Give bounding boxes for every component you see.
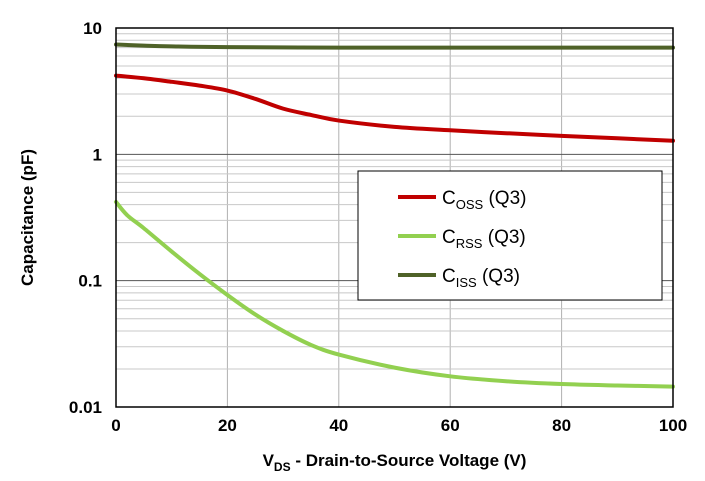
x-tick-label: 0 [111,416,120,435]
plot-frame [115,27,674,408]
x-axis-title-main: V [263,451,275,470]
legend-label-sub: RSS [456,236,483,251]
legend-label-sub: OSS [456,197,484,212]
x-tick-label: 40 [329,416,348,435]
x-axis-title-rest: - Drain-to-Source Voltage (V) [291,451,527,470]
series-line-rss [114,199,675,389]
legend-label-rest: (Q3) [483,188,526,209]
y-tick-label: 0.01 [69,398,102,417]
x-axis-title-sub: DS [274,460,291,474]
x-tick-label: 60 [441,416,460,435]
legend-label: CRSS (Q3) [442,227,526,251]
x-tick-label: 100 [659,416,687,435]
y-axis-title: Capacitance (pF) [18,149,37,286]
legend: COSS (Q3)CRSS (Q3)CISS (Q3) [357,170,663,301]
tick-labels: 0 20 40 60 80 100 0.01 0.1 1 10 [69,19,687,435]
y-tick-label: 10 [83,19,102,38]
series-line-oss [114,73,675,143]
legend-label-main: C [442,227,456,248]
legend-label: COSS (Q3) [442,188,526,212]
series-lines [114,42,675,389]
y-tick-label: 1 [93,145,102,164]
legend-label-main: C [442,266,456,287]
legend-label-rest: (Q3) [482,227,525,248]
legend-label-main: C [442,188,456,209]
legend-label: CISS (Q3) [442,266,520,290]
legend-label-rest: (Q3) [477,266,520,287]
series-line-iss [114,42,675,50]
x-tick-label: 80 [552,416,571,435]
x-axis-title: VDS - Drain-to-Source Voltage (V) [263,451,527,474]
legend-label-sub: ISS [456,275,477,290]
x-tick-label: 20 [218,416,237,435]
y-tick-label: 0.1 [78,272,102,291]
